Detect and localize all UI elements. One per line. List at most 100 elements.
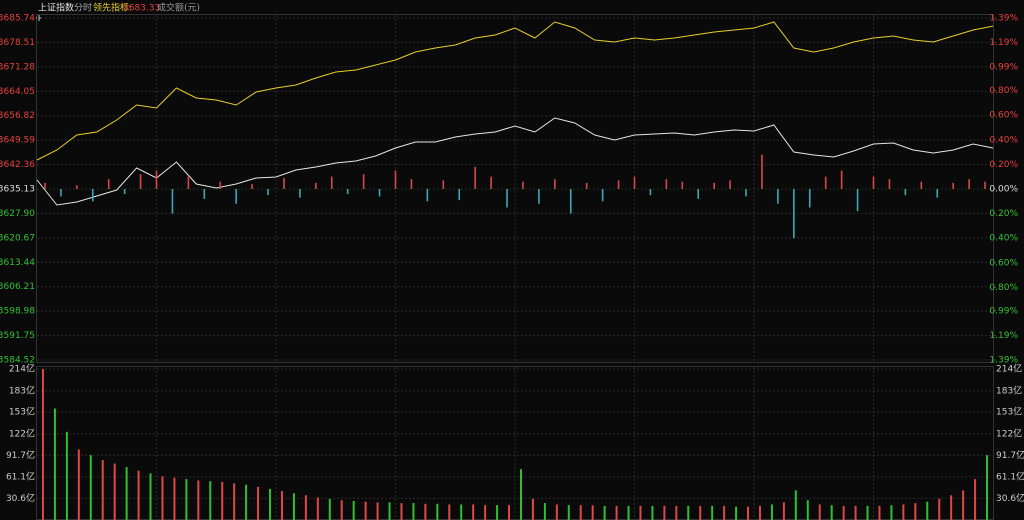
volume-bar (364, 501, 367, 520)
volume-bar (137, 470, 140, 520)
volume-bar (591, 505, 594, 520)
volume-bar (41, 369, 44, 520)
y2-tick-label: 0.20% (989, 209, 1018, 219)
volume-bar (723, 505, 726, 520)
indicator-bar (60, 189, 62, 197)
y2-tick-label: 91.7亿 (996, 449, 1024, 461)
indicator-bar (617, 180, 620, 189)
indicator-bar (904, 189, 907, 196)
y-tick-label: 3613.44 (0, 258, 35, 268)
volume-bar (687, 505, 690, 520)
indicator-bar (76, 185, 78, 189)
y-tick-label: 3627.90 (0, 209, 35, 219)
indicator-bar (984, 181, 986, 189)
volume-bar (304, 495, 307, 520)
volume-bar (77, 449, 80, 520)
y2-tick-label: 61.1亿 (996, 470, 1024, 482)
y2-tick-label: 0.80% (989, 283, 1018, 293)
indicator-bar (522, 181, 524, 189)
y2-tick-label: 153亿 (996, 406, 1022, 418)
indicator-bar (490, 176, 492, 189)
volume-bar (711, 505, 714, 520)
y-tick-label: 3591.75 (0, 331, 35, 341)
y2-tick-label: 0.60% (989, 258, 1018, 268)
volume-bar (149, 473, 152, 520)
volume-bar (484, 505, 487, 520)
volume-bar (854, 505, 857, 520)
indicator-bar (410, 179, 413, 189)
volume-bar (316, 497, 319, 520)
volume-bar (257, 486, 260, 520)
indicator-bar (554, 179, 556, 189)
volume-bar (938, 498, 941, 520)
volume-bar (185, 479, 188, 520)
volume-bar (603, 505, 606, 520)
volume-bar (508, 505, 511, 520)
indicator-bar (219, 181, 222, 189)
volume-bar (400, 503, 403, 520)
indicator-bar (808, 189, 811, 208)
indicator-bar (872, 176, 875, 189)
volume-bar (221, 481, 224, 520)
indicator-bar (187, 176, 190, 189)
indicator-bar (649, 189, 652, 196)
y-tick-label: 3671.28 (0, 62, 35, 72)
y2-tick-label: 30.6亿 (996, 492, 1024, 504)
volume-bar (436, 503, 439, 520)
indicator-bar (793, 189, 795, 239)
y-tick-label: 30.6亿 (6, 492, 35, 504)
indicator-bar (91, 189, 94, 202)
volume-bar (53, 408, 56, 520)
indicator-bar (506, 189, 508, 208)
y2-tick-label: 1.19% (989, 331, 1018, 341)
indicator-bar (330, 176, 333, 189)
y2-tick-label: 0.00% (989, 185, 1018, 195)
indicator-value: 3683.33 (123, 4, 160, 14)
indicator-bar (394, 170, 397, 189)
volume-bar (615, 505, 618, 520)
y2-tick-label: 1.19% (989, 38, 1018, 48)
y2-tick-label: 0.99% (989, 63, 1018, 73)
y2-tick-label: 122亿 (996, 427, 1022, 439)
indicator-bar (362, 174, 365, 189)
y-tick-label: 3598.98 (0, 307, 35, 317)
indicator-bar (697, 189, 700, 199)
y2-tick-label: 214亿 (996, 363, 1022, 375)
indicator-bar (139, 174, 142, 189)
volume-bar (675, 505, 678, 520)
indicator-bar (745, 189, 747, 197)
indicator-bar (267, 189, 269, 196)
indicator-bar (936, 189, 939, 198)
y-tick-label: 3642.36 (0, 160, 35, 170)
indicator-bar (283, 177, 285, 189)
indicator-bar (729, 180, 731, 189)
volume-bar (340, 500, 343, 520)
volume-bar (448, 504, 451, 520)
volume-bar (663, 505, 666, 520)
y-tick-label: 61.1亿 (6, 470, 35, 482)
indicator-bar (888, 179, 891, 189)
y-tick-label: 3678.51 (0, 38, 35, 48)
y-tick-label: 3620.67 (0, 233, 35, 243)
indicator-bar (681, 181, 684, 189)
indicator-label: 领先指标: (93, 2, 132, 14)
y2-tick-label: 0.80% (989, 86, 1018, 96)
volume-bar (974, 479, 977, 520)
volume-bar (460, 504, 463, 520)
volume-bar (818, 504, 821, 520)
indicator-bar (569, 189, 572, 214)
volume-bar (280, 491, 283, 520)
volume-bar (531, 498, 534, 520)
volume-bar (770, 504, 773, 520)
volume-bar (914, 503, 917, 520)
y-tick-label: 3664.05 (0, 87, 35, 97)
volume-bar (161, 476, 164, 520)
indicator-bar (952, 182, 954, 189)
volume-bar (424, 503, 427, 520)
volume-bar (902, 504, 905, 520)
y-tick-label: 3606.21 (0, 282, 35, 292)
indicator-bar (713, 182, 715, 189)
volume-bar (65, 431, 68, 520)
